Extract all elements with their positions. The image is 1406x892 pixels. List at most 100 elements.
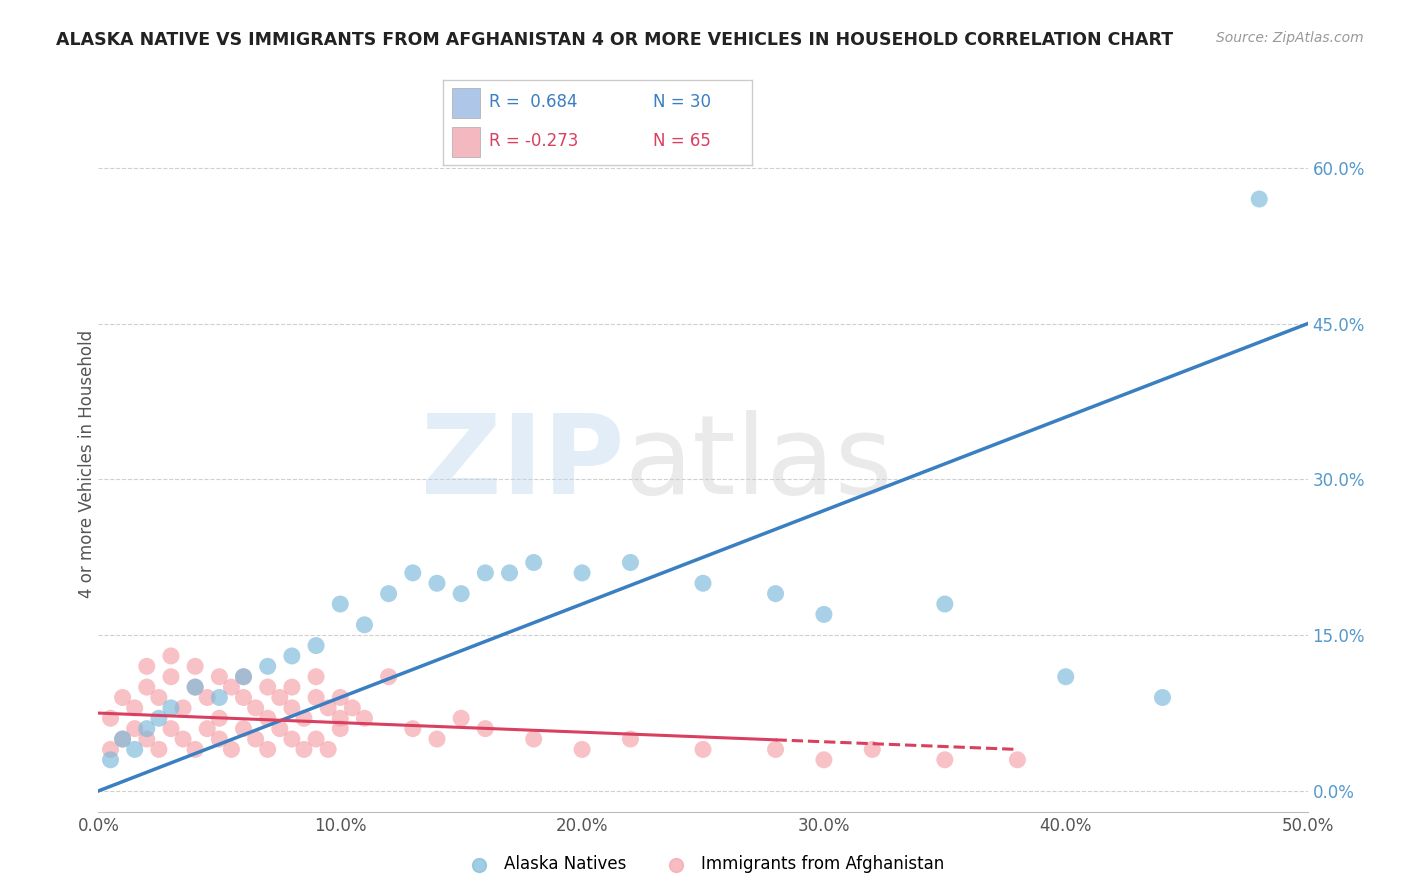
Point — [765, 587, 787, 601]
Point — [172, 732, 194, 747]
Point — [208, 670, 231, 684]
Point — [100, 742, 122, 756]
Point — [256, 659, 278, 673]
Point — [221, 742, 243, 756]
Point — [329, 711, 352, 725]
Point — [813, 753, 835, 767]
Point — [292, 711, 315, 725]
Text: ZIP: ZIP — [420, 410, 624, 517]
Point — [353, 617, 375, 632]
Point — [232, 722, 254, 736]
Point — [316, 701, 339, 715]
Point — [245, 701, 267, 715]
Point — [292, 742, 315, 756]
Point — [269, 690, 291, 705]
Point — [619, 556, 641, 570]
Point — [135, 680, 157, 694]
Point — [232, 670, 254, 684]
Point — [426, 732, 449, 747]
Point — [232, 690, 254, 705]
Point — [184, 680, 207, 694]
Point — [148, 711, 170, 725]
Point — [232, 670, 254, 684]
Point — [316, 742, 339, 756]
Point — [813, 607, 835, 622]
Point — [100, 711, 122, 725]
FancyBboxPatch shape — [453, 88, 479, 118]
Point — [305, 670, 328, 684]
Point — [523, 556, 546, 570]
Text: N = 30: N = 30 — [654, 94, 711, 112]
Point — [281, 680, 304, 694]
Point — [135, 722, 157, 736]
Point — [160, 722, 183, 736]
Point — [208, 690, 231, 705]
Point — [1249, 192, 1271, 206]
Point — [208, 711, 231, 725]
Point — [450, 711, 472, 725]
Point — [111, 690, 134, 705]
Point — [860, 742, 883, 756]
Point — [160, 670, 183, 684]
Point — [256, 742, 278, 756]
Point — [148, 690, 170, 705]
Point — [221, 680, 243, 694]
Point — [342, 701, 364, 715]
Y-axis label: 4 or more Vehicles in Household: 4 or more Vehicles in Household — [79, 330, 96, 598]
Point — [256, 711, 278, 725]
Point — [474, 722, 496, 736]
Point — [100, 753, 122, 767]
Text: ALASKA NATIVE VS IMMIGRANTS FROM AFGHANISTAN 4 OR MORE VEHICLES IN HOUSEHOLD COR: ALASKA NATIVE VS IMMIGRANTS FROM AFGHANI… — [56, 31, 1174, 49]
Point — [124, 701, 146, 715]
Point — [305, 639, 328, 653]
Point — [305, 732, 328, 747]
Text: R = -0.273: R = -0.273 — [489, 132, 579, 150]
Point — [329, 722, 352, 736]
Point — [184, 742, 207, 756]
Point — [1152, 690, 1174, 705]
FancyBboxPatch shape — [453, 127, 479, 157]
Point — [571, 742, 593, 756]
Point — [450, 587, 472, 601]
Point — [571, 566, 593, 580]
Point — [111, 732, 134, 747]
Legend: Alaska Natives, Immigrants from Afghanistan: Alaska Natives, Immigrants from Afghanis… — [456, 848, 950, 880]
Point — [377, 670, 399, 684]
Point — [148, 742, 170, 756]
Point — [208, 732, 231, 747]
Text: R =  0.684: R = 0.684 — [489, 94, 578, 112]
Point — [934, 753, 956, 767]
Point — [281, 732, 304, 747]
Point — [377, 587, 399, 601]
Text: Source: ZipAtlas.com: Source: ZipAtlas.com — [1216, 31, 1364, 45]
Point — [329, 597, 352, 611]
Point — [426, 576, 449, 591]
Point — [1007, 753, 1029, 767]
Text: atlas: atlas — [624, 410, 893, 517]
Text: N = 65: N = 65 — [654, 132, 711, 150]
Point — [765, 742, 787, 756]
Point — [498, 566, 520, 580]
Point — [195, 722, 218, 736]
Point — [353, 711, 375, 725]
Point — [184, 680, 207, 694]
Point — [256, 680, 278, 694]
Point — [245, 732, 267, 747]
Point — [124, 722, 146, 736]
Point — [281, 701, 304, 715]
Point — [305, 690, 328, 705]
Point — [474, 566, 496, 580]
Point — [1054, 670, 1077, 684]
Point — [172, 701, 194, 715]
Point — [619, 732, 641, 747]
Point — [402, 722, 425, 736]
Point — [135, 732, 157, 747]
Point — [160, 701, 183, 715]
Point — [402, 566, 425, 580]
Point — [124, 742, 146, 756]
Point — [111, 732, 134, 747]
Point — [184, 659, 207, 673]
Point — [195, 690, 218, 705]
Point — [523, 732, 546, 747]
Point — [281, 648, 304, 663]
